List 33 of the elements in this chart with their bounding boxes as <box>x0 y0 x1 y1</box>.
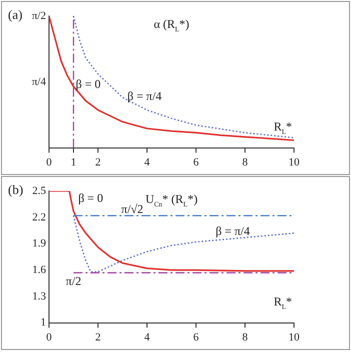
y-tick-label: 2.2 <box>32 211 46 224</box>
x-tick-label: 8 <box>242 156 248 168</box>
series-label: π/2 <box>66 274 82 288</box>
series-label: β = π/4 <box>216 224 250 238</box>
series-label: β = 0 <box>78 190 104 205</box>
y-axis-title: α (R$_{L}$*) <box>154 17 190 34</box>
y-tick-label: π/2 <box>32 10 46 22</box>
x-tick-label: 2 <box>95 331 101 344</box>
x-tick-label: 2 <box>95 156 101 168</box>
y-tick-label: 1.6 <box>32 264 46 276</box>
series-label: π/√2 <box>121 202 144 216</box>
x-tick-label: 4 <box>144 331 150 344</box>
chart-title: (b) <box>8 182 24 197</box>
series-label: β = 0 <box>76 77 101 91</box>
x-tick-label: 10 <box>288 156 300 168</box>
x-axis-title: R$_{L}$* <box>274 294 292 311</box>
x-tick-label: 8 <box>242 331 248 344</box>
x-tick-label: 1 <box>70 156 76 168</box>
y-tick-label: 2.5 <box>32 184 46 197</box>
x-tick-label: 4 <box>144 156 150 168</box>
x-tick-label: 6 <box>193 156 200 168</box>
series-label: β = π/4 <box>127 88 162 103</box>
y-tick-label: 1.3 <box>32 290 46 302</box>
x-tick-label: 10 <box>288 331 300 344</box>
chart-title: (a) <box>8 7 22 22</box>
x-axis-title: R$_{L}$* <box>274 119 292 136</box>
x-tick-label: 6 <box>193 331 200 344</box>
y-tick-label: 1 <box>40 316 46 329</box>
y-tick-label: π/4 <box>32 76 46 88</box>
y-axis-title: U$_{Cn}$* (R$_{L}$*) <box>145 192 198 208</box>
x-tick-label: 0 <box>46 331 52 344</box>
y-tick-label: 1.9 <box>32 238 46 250</box>
x-tick-label: 0 <box>46 156 52 168</box>
